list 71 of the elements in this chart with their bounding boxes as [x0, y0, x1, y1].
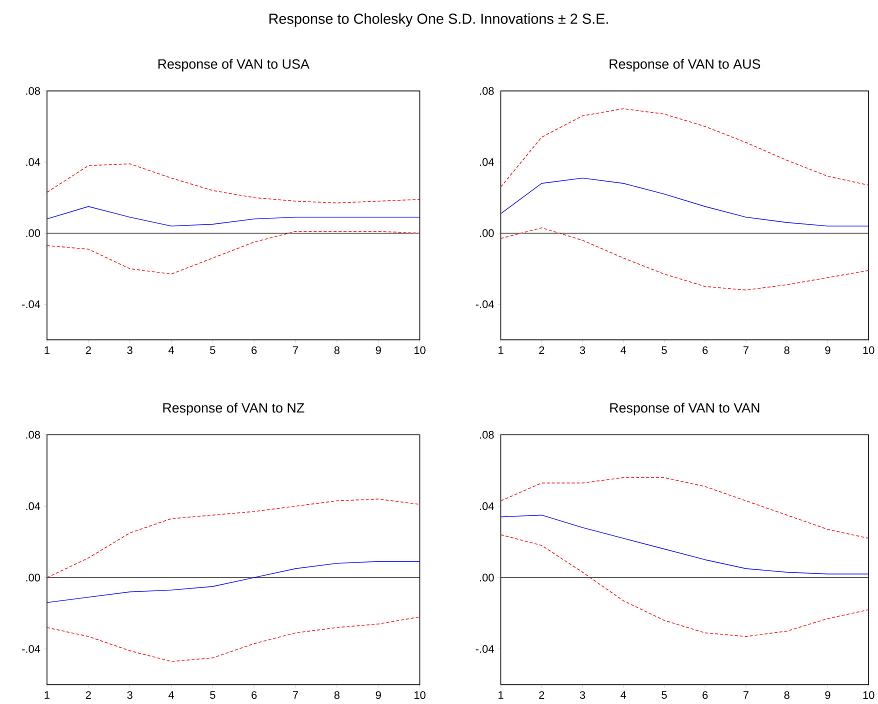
x-tick-label: 4: [620, 346, 626, 354]
y-tick-label: .08: [480, 431, 494, 439]
x-tick-label: 10: [863, 346, 874, 354]
x-tick-label: 10: [863, 691, 874, 700]
x-tick-label: 8: [784, 346, 790, 354]
x-tick-label: 3: [580, 691, 586, 700]
y-tick-label: .00: [480, 574, 494, 582]
x-tick-label: 8: [334, 346, 340, 354]
x-tick-label: 4: [168, 691, 174, 699]
x-tick-label: 8: [334, 691, 340, 700]
chart-title: Response of VAN to USA: [158, 59, 310, 72]
x-tick-label: 5: [662, 346, 667, 354]
x-tick-label: 5: [210, 691, 216, 699]
y-tick-label: -.04: [22, 645, 40, 654]
line-series: [500, 228, 869, 291]
line-series: [46, 164, 420, 204]
x-tick-label: 5: [210, 346, 216, 354]
y-tick-label: -.04: [22, 300, 40, 308]
x-tick-label: 7: [744, 691, 748, 699]
line-series: [500, 178, 869, 227]
x-tick-label: 7: [744, 346, 748, 354]
x-tick-label: 1: [44, 346, 50, 354]
x-tick-label: 3: [127, 691, 132, 700]
y-tick-label: .00: [26, 229, 40, 238]
y-tick-label: .04: [26, 158, 40, 166]
y-tick-label: .08: [26, 431, 40, 439]
y-tick-label: -.04: [476, 300, 494, 308]
y-tick-label: .08: [480, 87, 494, 95]
y-tick-label: .04: [480, 502, 494, 510]
x-tick-label: 6: [702, 346, 708, 354]
x-tick-label: 5: [662, 691, 667, 699]
chart-title: Response of VAN to NZ: [163, 402, 304, 416]
x-tick-label: 1: [44, 691, 50, 699]
line-series: [46, 561, 420, 604]
x-tick-label: 3: [127, 346, 132, 354]
x-tick-label: 7: [293, 691, 298, 699]
y-tick-label: .00: [480, 229, 494, 238]
x-tick-label: 7: [293, 346, 298, 354]
x-tick-label: 2: [539, 691, 544, 700]
x-tick-label: 2: [539, 346, 544, 354]
x-tick-label: 9: [825, 346, 830, 354]
x-tick-label: 1: [498, 346, 504, 354]
line-series: [46, 616, 420, 662]
y-tick-label: .04: [26, 502, 40, 510]
y-tick-label: .08: [26, 87, 40, 95]
line-series: [500, 477, 869, 539]
x-tick-label: 3: [580, 346, 586, 354]
x-tick-label: 6: [702, 691, 708, 700]
x-tick-label: 4: [620, 691, 626, 699]
x-tick-label: 2: [86, 346, 91, 354]
x-tick-label: 4: [168, 346, 174, 354]
line-series: [500, 534, 869, 637]
x-tick-label: 2: [86, 691, 91, 700]
y-tick-label: .04: [480, 158, 494, 166]
x-tick-label: 1: [498, 691, 504, 699]
x-tick-label: 9: [376, 691, 381, 700]
text: Response to Cholesky One S.D. Innovations ± 2 S.E.: [269, 13, 608, 27]
x-tick-label: 9: [825, 691, 830, 700]
line-series: [500, 514, 869, 575]
line-series: [46, 498, 420, 578]
y-tick-label: -.04: [476, 645, 494, 654]
x-tick-label: 10: [414, 346, 426, 354]
x-tick-label: 10: [414, 691, 426, 700]
x-tick-label: 9: [376, 346, 381, 354]
chart-title: Response of VAN to VAN: [610, 402, 760, 416]
x-tick-label: 8: [784, 691, 790, 700]
line-series: [500, 108, 869, 188]
x-tick-label: 6: [252, 346, 257, 354]
y-tick-label: .00: [26, 574, 40, 582]
chart-title: Response of VAN to AUS: [610, 59, 760, 72]
x-tick-label: 6: [252, 691, 257, 700]
